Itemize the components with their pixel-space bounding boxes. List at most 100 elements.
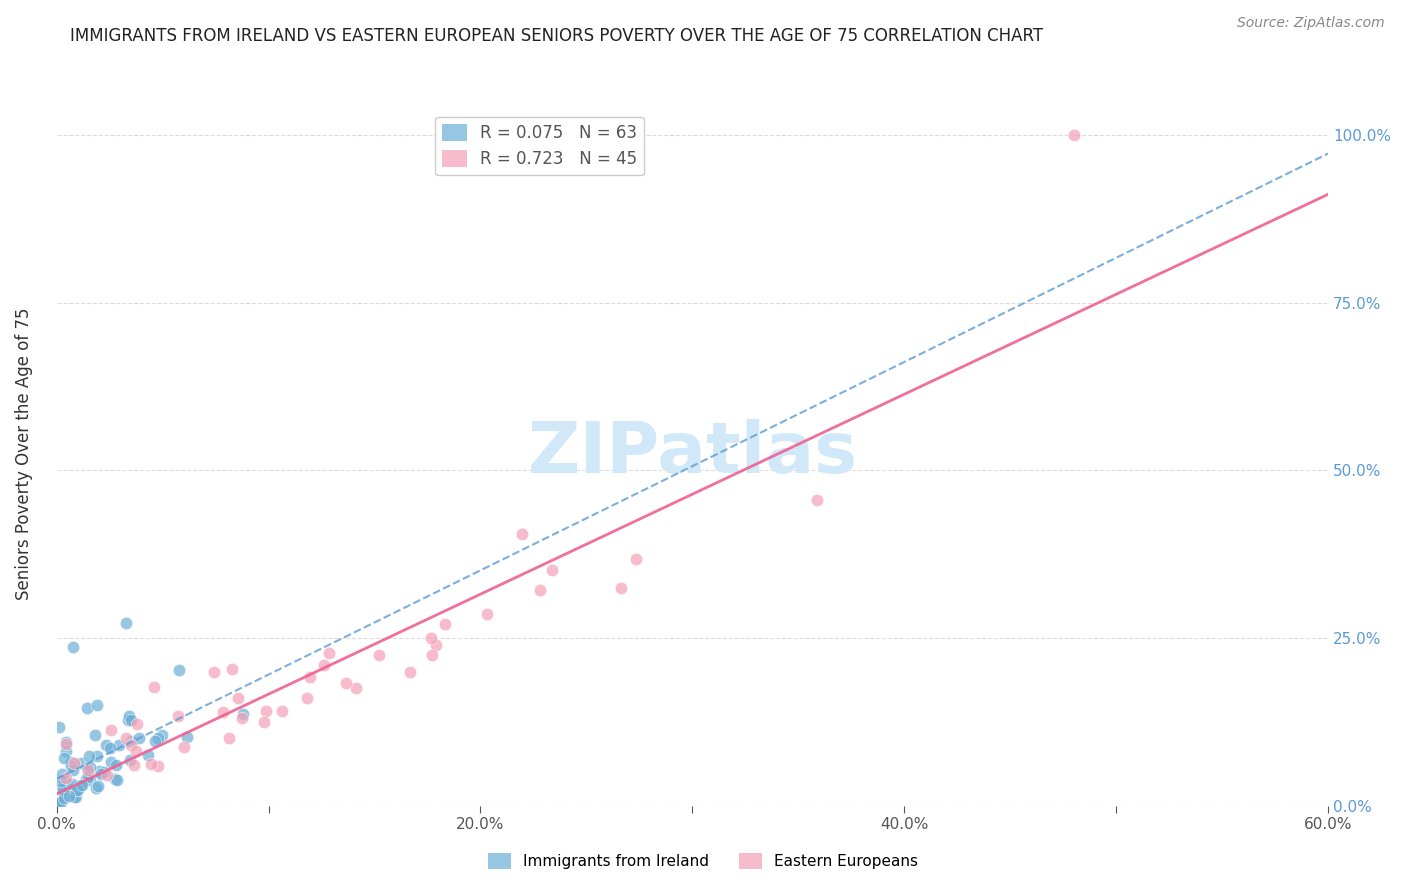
Point: [118, 753, 141, 767]
Point: [127, 716, 149, 731]
Point: [271, 704, 294, 718]
Point: [77, 749, 100, 764]
Point: [141, 757, 163, 772]
Point: [76, 770, 98, 784]
Point: [626, 552, 648, 566]
Point: [136, 748, 159, 763]
Point: [475, 607, 498, 621]
Point: [231, 711, 253, 725]
Point: [146, 731, 169, 745]
Point: [65, 789, 87, 804]
Point: [70, 778, 93, 792]
Point: [299, 670, 322, 684]
Point: [76, 761, 98, 775]
Point: [72, 779, 94, 793]
Point: [53, 750, 76, 764]
Point: [254, 704, 277, 718]
Point: [297, 691, 319, 706]
Point: [62, 763, 84, 777]
Point: [218, 731, 240, 745]
Point: [510, 527, 533, 541]
Point: [62, 640, 84, 655]
Point: [318, 646, 340, 660]
Point: [66, 782, 89, 797]
Point: [610, 581, 633, 595]
Point: [98, 740, 121, 755]
Text: ZIPatlas: ZIPatlas: [527, 419, 858, 488]
Point: [49, 795, 72, 809]
Point: [173, 739, 195, 754]
Point: [1063, 128, 1085, 142]
Point: [368, 648, 391, 662]
Point: [63, 756, 86, 770]
Y-axis label: Seniors Poverty Over the Age of 75: Seniors Poverty Over the Age of 75: [15, 308, 32, 599]
Point: [115, 616, 138, 631]
Point: [420, 648, 443, 662]
Point: [143, 680, 166, 694]
Point: [128, 731, 150, 745]
Point: [124, 757, 146, 772]
Point: [425, 638, 447, 652]
Point: [118, 708, 141, 723]
Point: [108, 738, 131, 752]
Point: [60, 756, 83, 770]
Point: [221, 662, 243, 676]
Point: [212, 705, 235, 719]
Point: [49, 781, 72, 796]
Point: [60, 777, 83, 791]
Point: [100, 756, 122, 770]
Point: [399, 665, 422, 679]
Point: [55, 744, 77, 758]
Point: [55, 771, 77, 785]
Point: [76, 701, 98, 715]
Point: [84, 780, 107, 795]
Point: [228, 690, 250, 705]
Legend: Immigrants from Ireland, Eastern Europeans: Immigrants from Ireland, Eastern Europea…: [481, 847, 925, 875]
Point: [806, 493, 828, 508]
Point: [96, 768, 118, 782]
Point: [120, 734, 142, 748]
Point: [232, 706, 254, 721]
Point: [117, 713, 139, 727]
Point: [49, 773, 72, 788]
Point: [176, 730, 198, 744]
Point: [79, 760, 101, 774]
Point: [125, 744, 148, 758]
Point: [167, 663, 190, 677]
Point: [77, 764, 100, 778]
Point: [90, 767, 112, 781]
Point: [335, 676, 357, 690]
Point: [93, 765, 115, 780]
Point: [541, 563, 564, 577]
Point: [63, 789, 86, 804]
Point: [55, 735, 77, 749]
Point: [56, 778, 79, 792]
Point: [52, 781, 75, 796]
Point: [60, 759, 83, 773]
Point: [89, 764, 111, 778]
Point: [66, 783, 89, 797]
Point: [86, 748, 108, 763]
Point: [46, 797, 69, 811]
Point: [69, 756, 91, 771]
Point: [344, 681, 367, 695]
Point: [51, 767, 73, 781]
Legend: R = 0.075   N = 63, R = 0.723   N = 45: R = 0.075 N = 63, R = 0.723 N = 45: [436, 117, 644, 175]
Point: [152, 728, 174, 742]
Point: [79, 773, 101, 788]
Point: [529, 582, 551, 597]
Text: Source: ZipAtlas.com: Source: ZipAtlas.com: [1237, 16, 1385, 29]
Point: [105, 757, 128, 772]
Point: [115, 731, 138, 746]
Point: [55, 737, 77, 751]
Point: [120, 738, 142, 752]
Point: [58, 789, 80, 804]
Point: [202, 665, 225, 680]
Point: [52, 791, 75, 805]
Point: [46, 797, 69, 811]
Point: [75, 772, 97, 787]
Point: [86, 698, 108, 712]
Point: [146, 759, 169, 773]
Point: [120, 713, 142, 727]
Point: [104, 772, 127, 786]
